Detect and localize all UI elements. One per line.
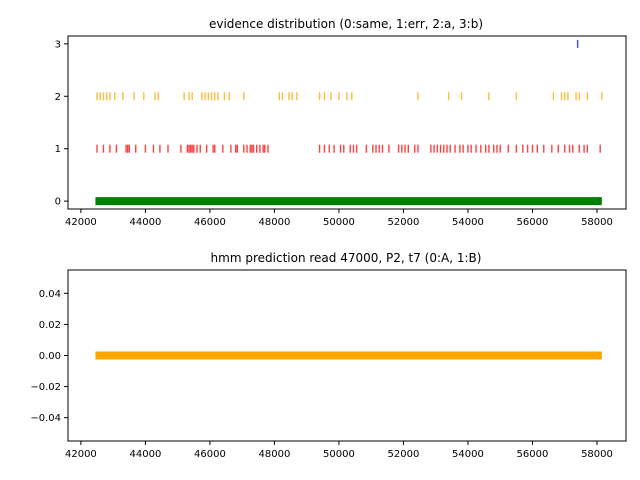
prediction-chart: hmm prediction read 47000, P2, t7 (0:A, …	[30, 251, 627, 460]
evidence-chart-ticks: 42000 44000 46000 48000 50000 52000 54000 56000…	[55, 39, 613, 228]
prediction-y-tick-label: 0.00	[39, 351, 61, 362]
evidence-x-tick-label: 48000	[259, 217, 291, 228]
prediction-y-tick-label: −0.02	[30, 382, 61, 393]
prediction-chart-marks	[95, 351, 602, 360]
evidence-chart: evidence distribution (0:same, 1:err, 2:…	[55, 17, 627, 228]
prediction-x-tick-label: 52000	[388, 449, 420, 460]
prediction-y-tick-label: 0.04	[39, 289, 61, 300]
evidence-chart-title: evidence distribution (0:same, 1:err, 2:…	[209, 17, 483, 31]
prediction-x-tick-label: 50000	[323, 449, 355, 460]
evidence-y-tick-label: 0	[55, 197, 61, 208]
evidence-x-tick-label: 42000	[65, 217, 97, 228]
evidence-x-tick-label: 44000	[130, 217, 162, 228]
prediction-chart-frame	[67, 269, 627, 442]
evidence-x-tick-label: 50000	[323, 217, 355, 228]
prediction-y-tick-label: 0.02	[39, 320, 61, 331]
prediction-x-tick-label: 46000	[194, 449, 226, 460]
prediction-chart-title: hmm prediction read 47000, P2, t7 (0:A, …	[211, 251, 482, 265]
prediction-x-tick-label: 42000	[65, 449, 97, 460]
evidence-y-tick-label: 1	[55, 144, 61, 155]
evidence-chart-frame	[67, 35, 627, 210]
prediction-band-level-0	[95, 351, 602, 360]
evidence-x-tick-label: 46000	[194, 217, 226, 228]
evidence-x-tick-label: 54000	[452, 217, 484, 228]
evidence-chart-marks	[95, 39, 603, 206]
prediction-x-tick-label: 48000	[259, 449, 291, 460]
evidence-band-level-0	[95, 197, 602, 206]
prediction-chart-ticks: 42000 44000 46000 48000 50000 52000 54000 56000…	[30, 289, 613, 460]
evidence-x-tick-label: 58000	[581, 217, 613, 228]
evidence-y-tick-label: 2	[55, 92, 61, 103]
evidence-y-tick-label: 3	[55, 39, 61, 50]
prediction-x-tick-label: 44000	[130, 449, 162, 460]
prediction-x-tick-label: 58000	[581, 449, 613, 460]
prediction-x-tick-label: 56000	[517, 449, 549, 460]
evidence-x-tick-label: 52000	[388, 217, 420, 228]
prediction-y-tick-label: −0.04	[30, 413, 61, 424]
evidence-x-tick-label: 56000	[517, 217, 549, 228]
prediction-x-tick-label: 54000	[452, 449, 484, 460]
